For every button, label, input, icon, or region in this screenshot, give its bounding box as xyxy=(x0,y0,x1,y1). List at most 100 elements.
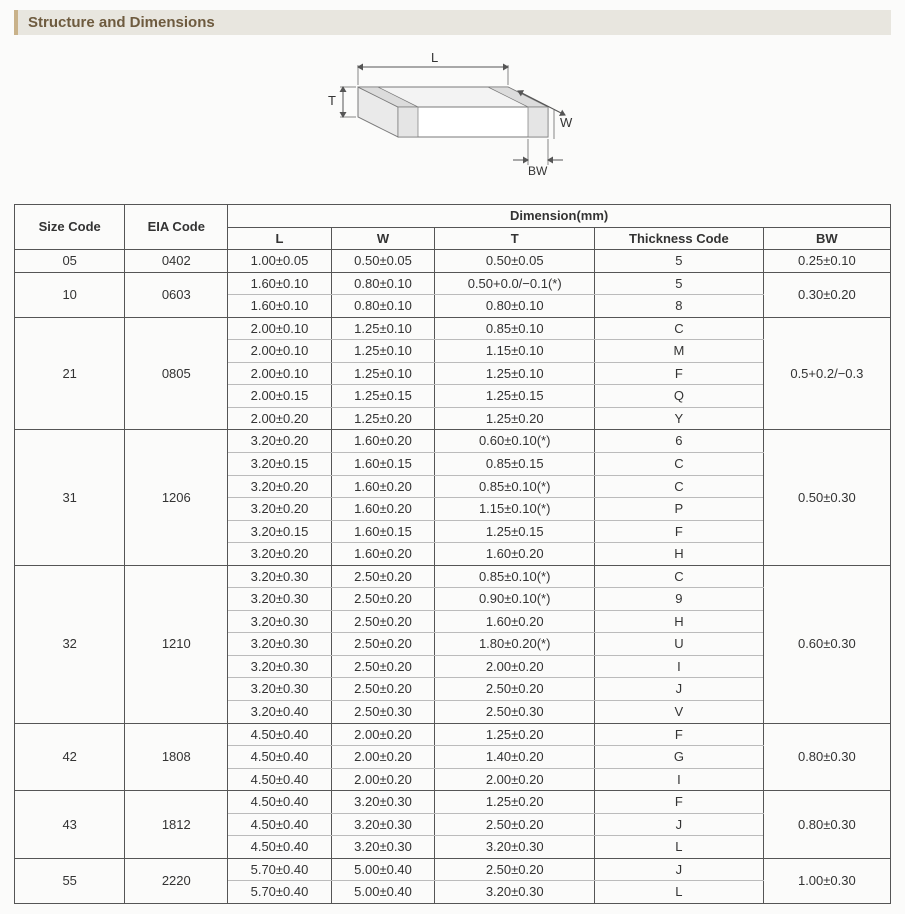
chip-diagram-icon: L T W BW xyxy=(318,47,588,187)
cell-L: 2.00±0.10 xyxy=(228,362,332,385)
cell-tc: C xyxy=(595,453,764,476)
cell-W: 2.50±0.20 xyxy=(331,633,435,656)
section-title: Structure and Dimensions xyxy=(28,14,215,31)
cell-W: 1.60±0.20 xyxy=(331,543,435,566)
cell-tc: Y xyxy=(595,407,764,430)
cell-tc: 9 xyxy=(595,588,764,611)
table-row: 2108052.00±0.101.25±0.100.85±0.10C0.5+0.… xyxy=(15,317,891,340)
dimension-diagram: L T W BW xyxy=(14,41,891,200)
cell-T: 0.80±0.10 xyxy=(435,295,595,318)
section-header: Structure and Dimensions xyxy=(14,10,891,35)
cell-W: 2.00±0.20 xyxy=(331,723,435,746)
cell-size-code: 21 xyxy=(15,317,125,430)
cell-L: 2.00±0.20 xyxy=(228,407,332,430)
cell-tc: 5 xyxy=(595,272,764,295)
cell-bw: 0.25±0.10 xyxy=(763,250,890,273)
cell-T: 1.25±0.20 xyxy=(435,791,595,814)
cell-bw: 0.60±0.30 xyxy=(763,565,890,723)
cell-W: 2.50±0.20 xyxy=(331,655,435,678)
cell-W: 1.25±0.20 xyxy=(331,407,435,430)
cell-W: 1.60±0.20 xyxy=(331,475,435,498)
cell-W: 2.50±0.20 xyxy=(331,678,435,701)
cell-tc: J xyxy=(595,858,764,881)
cell-T: 1.25±0.15 xyxy=(435,385,595,408)
cell-T: 1.15±0.10(*) xyxy=(435,498,595,521)
dimensions-table: Size Code EIA Code Dimension(mm) L W T T… xyxy=(14,204,891,904)
cell-bw: 1.00±0.30 xyxy=(763,858,890,903)
cell-W: 0.80±0.10 xyxy=(331,272,435,295)
cell-W: 1.25±0.10 xyxy=(331,340,435,363)
cell-tc: C xyxy=(595,565,764,588)
cell-bw: 0.80±0.30 xyxy=(763,791,890,859)
cell-L: 3.20±0.20 xyxy=(228,543,332,566)
cell-tc: H xyxy=(595,543,764,566)
cell-W: 3.20±0.30 xyxy=(331,813,435,836)
cell-W: 5.00±0.40 xyxy=(331,858,435,881)
cell-L: 2.00±0.15 xyxy=(228,385,332,408)
cell-bw: 0.50±0.30 xyxy=(763,430,890,565)
cell-tc: 5 xyxy=(595,250,764,273)
cell-tc: L xyxy=(595,836,764,859)
cell-bw: 0.80±0.30 xyxy=(763,723,890,791)
diagram-label-W: W xyxy=(560,115,573,130)
table-row: 0504021.00±0.050.50±0.050.50±0.0550.25±0… xyxy=(15,250,891,273)
cell-L: 5.70±0.40 xyxy=(228,858,332,881)
cell-L: 3.20±0.30 xyxy=(228,655,332,678)
diagram-label-BW: BW xyxy=(528,164,548,178)
cell-W: 5.00±0.40 xyxy=(331,881,435,904)
cell-W: 3.20±0.30 xyxy=(331,836,435,859)
cell-L: 3.20±0.20 xyxy=(228,498,332,521)
cell-size-code: 32 xyxy=(15,565,125,723)
cell-T: 2.00±0.20 xyxy=(435,768,595,791)
cell-W: 1.60±0.15 xyxy=(331,453,435,476)
cell-tc: F xyxy=(595,520,764,543)
cell-L: 3.20±0.30 xyxy=(228,588,332,611)
cell-W: 2.50±0.20 xyxy=(331,588,435,611)
cell-T: 1.25±0.15 xyxy=(435,520,595,543)
cell-L: 1.00±0.05 xyxy=(228,250,332,273)
cell-tc: 8 xyxy=(595,295,764,318)
cell-size-code: 42 xyxy=(15,723,125,791)
cell-size-code: 55 xyxy=(15,858,125,903)
table-row: 3112063.20±0.201.60±0.200.60±0.10(*)60.5… xyxy=(15,430,891,453)
cell-eia-code: 0402 xyxy=(125,250,228,273)
table-row: 3212103.20±0.302.50±0.200.85±0.10(*)C0.6… xyxy=(15,565,891,588)
cell-size-code: 31 xyxy=(15,430,125,565)
cell-W: 1.60±0.20 xyxy=(331,498,435,521)
cell-L: 3.20±0.30 xyxy=(228,678,332,701)
cell-L: 3.20±0.30 xyxy=(228,610,332,633)
cell-T: 0.90±0.10(*) xyxy=(435,588,595,611)
cell-L: 1.60±0.10 xyxy=(228,272,332,295)
cell-eia-code: 1808 xyxy=(125,723,228,791)
th-BW: BW xyxy=(763,227,890,250)
cell-eia-code: 1206 xyxy=(125,430,228,565)
cell-T: 1.60±0.20 xyxy=(435,610,595,633)
cell-L: 4.50±0.40 xyxy=(228,813,332,836)
th-T: T xyxy=(435,227,595,250)
cell-W: 3.20±0.30 xyxy=(331,791,435,814)
cell-L: 3.20±0.15 xyxy=(228,453,332,476)
cell-tc: P xyxy=(595,498,764,521)
cell-tc: U xyxy=(595,633,764,656)
cell-W: 2.00±0.20 xyxy=(331,768,435,791)
cell-tc: F xyxy=(595,723,764,746)
cell-tc: V xyxy=(595,701,764,724)
cell-W: 0.50±0.05 xyxy=(331,250,435,273)
cell-T: 2.50±0.20 xyxy=(435,858,595,881)
cell-T: 0.85±0.15 xyxy=(435,453,595,476)
cell-tc: I xyxy=(595,768,764,791)
cell-T: 3.20±0.30 xyxy=(435,881,595,904)
cell-tc: G xyxy=(595,746,764,769)
cell-T: 1.15±0.10 xyxy=(435,340,595,363)
cell-T: 2.00±0.20 xyxy=(435,655,595,678)
cell-T: 0.50+0.0/−0.1(*) xyxy=(435,272,595,295)
cell-W: 2.50±0.30 xyxy=(331,701,435,724)
cell-L: 3.20±0.30 xyxy=(228,565,332,588)
cell-W: 1.25±0.15 xyxy=(331,385,435,408)
cell-T: 1.25±0.20 xyxy=(435,723,595,746)
cell-L: 3.20±0.20 xyxy=(228,430,332,453)
th-L: L xyxy=(228,227,332,250)
cell-L: 2.00±0.10 xyxy=(228,340,332,363)
cell-T: 1.80±0.20(*) xyxy=(435,633,595,656)
cell-L: 4.50±0.40 xyxy=(228,768,332,791)
